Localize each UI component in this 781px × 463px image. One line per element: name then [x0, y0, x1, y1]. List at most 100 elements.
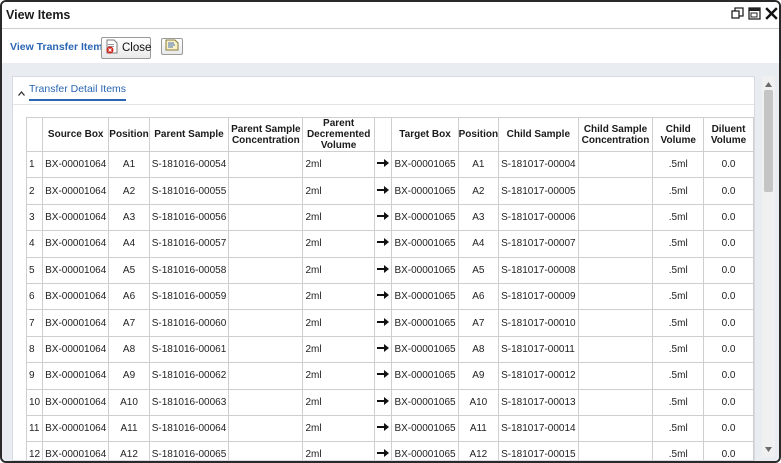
row-number-cell: 3 — [25, 203, 44, 232]
table-row[interactable]: 5 BX-00001064 A5 S-181016-00058 2ml BX-000010… — [25, 256, 754, 284]
row-number-cell: 11 — [25, 414, 44, 443]
chevron-up-icon[interactable] — [18, 87, 25, 99]
row-number-cell: 8 — [25, 335, 44, 364]
arrow-header[interactable] — [373, 117, 393, 152]
parent-decremented-volume-header[interactable]: Parent Decremented Volume — [302, 117, 375, 152]
window-title: View Items — [6, 8, 71, 22]
parent-sample-concentration-header[interactable]: Parent Sample Concentration — [228, 117, 304, 152]
parent-sample-cell: S-181016-00064 — [148, 414, 230, 443]
child-sample-concentration-cell — [577, 230, 654, 258]
diluent-volume-cell: 0.0 — [703, 150, 754, 179]
target-box-cell: BX-00001065 — [391, 414, 459, 443]
source-position-cell: A1 — [108, 150, 150, 179]
table-row[interactable]: 2 BX-00001064 A2 S-181016-00055 2ml BX-000010… — [25, 177, 754, 205]
maximize-window-icon[interactable] — [748, 7, 762, 21]
child-sample-cell: S-181017-00008 — [498, 256, 579, 284]
parent-sample-cell: S-181016-00062 — [148, 362, 230, 390]
child-volume-cell: .5ml — [652, 362, 705, 390]
target-box-cell: BX-00001065 — [391, 282, 459, 311]
parent-sample-header[interactable]: Parent Sample — [148, 117, 230, 152]
parent-sample-concentration-cell — [228, 282, 304, 311]
right-arrow-icon — [377, 423, 390, 435]
table-row[interactable]: 4 BX-00001064 A4 S-181016-00057 2ml BX-000010… — [25, 230, 754, 258]
row-number-cell: 2 — [25, 177, 44, 205]
target-position-cell: A12 — [457, 441, 500, 460]
source-box-cell: BX-00001064 — [42, 282, 110, 311]
parent-decremented-volume-cell: 2ml — [302, 256, 375, 284]
view-transfer-items-label: View Transfer Items — [10, 41, 109, 53]
diluent-volume-cell: 0.0 — [703, 335, 754, 364]
table-row[interactable]: 8 BX-00001064 A8 S-181016-00061 2ml BX-000010… — [25, 335, 754, 364]
title-bar: View Items — [2, 2, 779, 29]
table-row[interactable]: 7 BX-00001064 A7 S-181016-00060 2ml BX-000010… — [25, 309, 754, 337]
source-position-header[interactable]: Position — [108, 117, 150, 152]
target-box-cell: BX-00001065 — [391, 309, 459, 337]
target-box-header[interactable]: Target Box — [391, 117, 459, 152]
child-sample-concentration-header[interactable]: Child Sample Concentration — [577, 117, 654, 152]
row-number-cell: 5 — [25, 256, 44, 284]
row-number-header[interactable] — [25, 117, 44, 152]
table-row[interactable]: 1 BX-00001064 A1 S-181016-00054 2ml BX-000010… — [25, 150, 754, 179]
parent-decremented-volume-cell: 2ml — [302, 203, 375, 232]
target-position-cell: A10 — [457, 388, 500, 416]
panel-header[interactable]: Transfer Detail Items — [13, 77, 754, 105]
transfer-arrow-cell — [373, 441, 393, 460]
close-button[interactable]: Close — [101, 37, 151, 59]
source-position-cell: A11 — [108, 414, 150, 443]
vertical-scrollbar[interactable] — [762, 76, 775, 457]
child-volume-header[interactable]: Child Volume — [652, 117, 705, 152]
child-volume-cell: .5ml — [652, 414, 705, 443]
right-arrow-icon — [377, 238, 390, 250]
target-position-header[interactable]: Position — [457, 117, 500, 152]
diluent-volume-cell: 0.0 — [703, 309, 754, 337]
close-window-icon[interactable] — [765, 7, 779, 21]
right-arrow-icon — [377, 317, 390, 330]
table-row[interactable]: 11 BX-00001064 A11 S-181016-00064 2ml BX-0000… — [25, 414, 754, 443]
row-number-cell: 10 — [25, 388, 44, 416]
source-box-cell: BX-00001064 — [42, 309, 110, 337]
scrollbar-thumb[interactable] — [764, 90, 773, 192]
restore-window-icon[interactable] — [731, 7, 745, 21]
source-position-cell: A10 — [108, 388, 150, 416]
source-position-cell: A6 — [108, 282, 150, 311]
table-row[interactable]: 9 BX-00001064 A9 S-181016-00062 2ml BX-000010… — [25, 362, 754, 390]
panel-title[interactable]: Transfer Detail Items — [29, 83, 127, 101]
target-position-cell: A8 — [457, 335, 500, 364]
child-volume-cell: .5ml — [652, 335, 705, 364]
diluent-volume-cell: 0.0 — [703, 230, 754, 258]
table-row[interactable]: 12 BX-00001064 A12 S-181016-00065 2ml BX-0000… — [25, 441, 754, 460]
diluent-volume-header[interactable]: Diluent Volume — [703, 117, 754, 152]
child-sample-cell: S-181017-00011 — [498, 335, 579, 364]
transfer-arrow-cell — [373, 256, 393, 284]
source-position-cell: A12 — [108, 441, 150, 460]
parent-sample-cell: S-181016-00056 — [148, 203, 230, 232]
table-row[interactable]: 10 BX-00001064 A10 S-181016-00063 2ml BX-0000… — [25, 388, 754, 416]
transfer-arrow-cell — [373, 414, 393, 443]
parent-sample-concentration-cell — [228, 150, 304, 179]
scroll-down-icon[interactable] — [765, 443, 772, 455]
table-row[interactable]: 3 BX-00001064 A3 S-181016-00056 2ml BX-000010… — [25, 203, 754, 232]
source-box-cell: BX-00001064 — [42, 414, 110, 443]
scroll-up-icon[interactable] — [765, 78, 772, 90]
source-position-cell: A4 — [108, 230, 150, 258]
note-button[interactable] — [161, 38, 183, 55]
parent-decremented-volume-cell: 2ml — [302, 230, 375, 258]
table-row[interactable]: 6 BX-00001064 A6 S-181016-00059 2ml BX-000010… — [25, 282, 754, 311]
source-box-header[interactable]: Source Box — [42, 117, 110, 152]
child-sample-concentration-cell — [577, 309, 654, 337]
child-sample-cell: S-181017-00014 — [498, 414, 579, 443]
parent-decremented-volume-cell: 2ml — [302, 362, 375, 390]
child-sample-concentration-cell — [577, 362, 654, 390]
parent-sample-cell: S-181016-00055 — [148, 177, 230, 205]
parent-sample-concentration-cell — [228, 335, 304, 364]
child-sample-header[interactable]: Child Sample — [498, 117, 579, 152]
child-volume-cell: .5ml — [652, 230, 705, 258]
child-sample-cell: S-181017-00012 — [498, 362, 579, 390]
right-arrow-icon — [377, 264, 390, 277]
child-sample-cell: S-181017-00005 — [498, 177, 579, 205]
child-sample-cell: S-181017-00006 — [498, 203, 579, 232]
target-box-cell: BX-00001065 — [391, 150, 459, 179]
child-volume-cell: .5ml — [652, 256, 705, 284]
right-arrow-icon — [377, 396, 390, 409]
